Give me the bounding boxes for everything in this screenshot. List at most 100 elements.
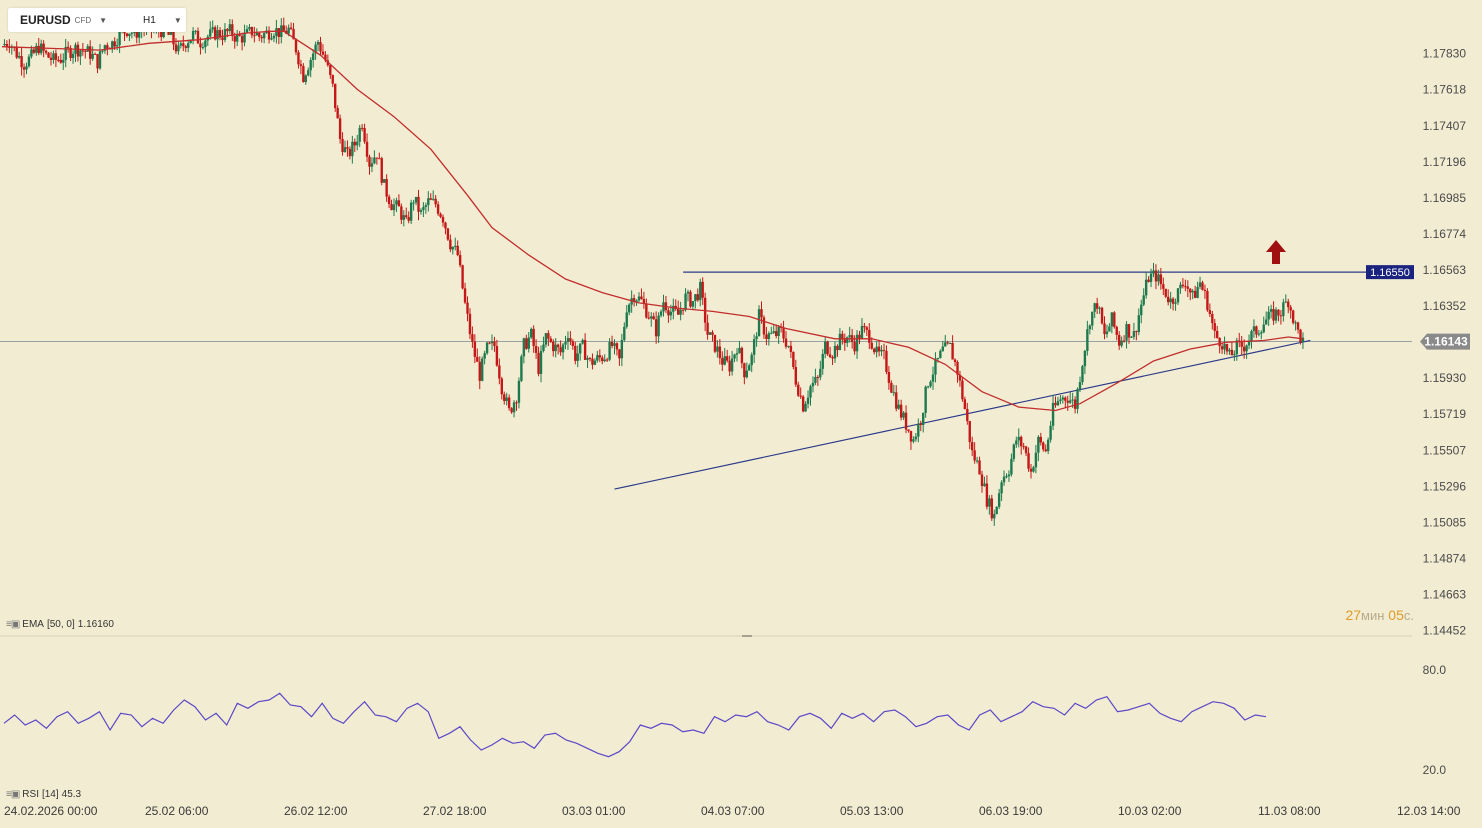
timeframe-selector[interactable]: H1 xyxy=(143,14,156,26)
candle-body xyxy=(1010,458,1013,475)
ema-legend[interactable]: ≡▣ EMA [50, 0] 1.16160 xyxy=(6,619,114,630)
timeframe-dropdown-icon[interactable]: ▼ xyxy=(173,15,182,25)
candle-body xyxy=(1113,312,1116,327)
candle-body xyxy=(160,31,163,38)
candle-body xyxy=(934,358,937,375)
candle-body xyxy=(801,396,805,412)
candle-body xyxy=(591,358,594,365)
candle-body xyxy=(787,345,790,347)
symbol-dropdown-icon[interactable]: ▼ xyxy=(99,15,108,25)
candle-body xyxy=(623,326,626,340)
candle-body xyxy=(358,127,361,142)
candle-body xyxy=(603,359,606,362)
candle-body xyxy=(1081,366,1084,383)
candle-body xyxy=(1091,311,1094,326)
candle-body xyxy=(187,43,190,48)
candle-body xyxy=(1164,288,1167,297)
candle-body xyxy=(1127,324,1131,338)
candle-body xyxy=(1122,340,1126,342)
candle-body xyxy=(1167,296,1170,303)
candle-body xyxy=(353,141,356,146)
candle-body xyxy=(1291,310,1295,323)
candle-body xyxy=(1088,325,1091,330)
candle-body xyxy=(838,333,842,351)
candle-body xyxy=(784,338,788,347)
candle-body xyxy=(1083,350,1087,367)
candle-body xyxy=(534,346,538,353)
candle-body xyxy=(941,346,944,351)
candle-body xyxy=(958,374,962,381)
candle-body xyxy=(236,34,239,42)
indicator-menu-icon[interactable]: ≡▣ xyxy=(6,619,20,630)
candle-body xyxy=(289,27,293,29)
candle-body xyxy=(711,332,714,335)
candle-body xyxy=(76,44,80,57)
candle-body xyxy=(1247,340,1251,346)
candle-body xyxy=(897,404,900,409)
candle-body xyxy=(875,346,878,353)
candle-body xyxy=(223,29,227,40)
countdown-seconds: 05 xyxy=(1388,607,1404,623)
candle-body xyxy=(1029,468,1033,472)
price-tick-label: 1.17196 xyxy=(1423,155,1467,169)
candle-body xyxy=(1181,284,1185,287)
symbol-selector[interactable]: EURUSD xyxy=(20,13,71,27)
candle-body xyxy=(106,45,109,49)
candle-body xyxy=(1269,309,1273,312)
candle-body xyxy=(216,30,219,40)
candle-body xyxy=(530,328,533,338)
instrument-type-label: CFD xyxy=(74,15,92,25)
rsi-legend[interactable]: ≡▣ RSI [14] 45.3 xyxy=(6,789,81,800)
candle-body xyxy=(601,357,604,362)
candle-body xyxy=(819,368,822,378)
candle-body xyxy=(868,329,871,343)
time-axis: 24.02.2026 00:00 25.02 06:00 26.02 12:00 27… xyxy=(4,804,1461,818)
candle-body xyxy=(483,353,486,359)
candle-body xyxy=(721,358,724,365)
candle-body xyxy=(809,386,812,398)
candle-body xyxy=(1071,399,1074,401)
candle-body xyxy=(407,217,410,221)
candle-body xyxy=(62,59,65,63)
candle-body xyxy=(865,327,869,330)
candle-body xyxy=(1267,311,1270,320)
candle-body xyxy=(1159,274,1163,285)
candle-body xyxy=(544,333,548,345)
candle-body xyxy=(1017,436,1020,441)
candle-body xyxy=(334,83,337,109)
candle-body xyxy=(262,33,266,39)
candle-body xyxy=(1051,402,1055,426)
price-tick-label: 1.17830 xyxy=(1423,47,1467,61)
price-tick-label: 1.14874 xyxy=(1423,551,1467,565)
candle-body xyxy=(777,326,780,336)
candle-body xyxy=(1282,302,1285,317)
candle-body xyxy=(69,47,72,58)
candle-body xyxy=(1039,436,1042,443)
time-tick-label: 05.03 13:00 xyxy=(840,804,904,818)
candle-body xyxy=(424,205,428,207)
candle-body xyxy=(995,506,998,514)
candle-body xyxy=(1171,298,1175,304)
indicator-menu-icon[interactable]: ≡▣ xyxy=(6,789,20,800)
candle-body xyxy=(961,380,964,400)
candle-body xyxy=(135,26,138,38)
candle-body xyxy=(488,342,491,344)
candle-body xyxy=(196,30,200,44)
candle-body xyxy=(348,148,352,157)
candle-body xyxy=(309,59,312,71)
candle-body xyxy=(292,28,295,40)
candle-body xyxy=(880,349,883,352)
price-tick-label: 1.17618 xyxy=(1423,83,1467,97)
candle-body xyxy=(708,332,712,335)
candle-body xyxy=(691,301,695,307)
candle-body xyxy=(204,40,207,48)
candle-body xyxy=(598,355,601,358)
candle-body xyxy=(103,45,107,51)
candle-body xyxy=(1201,282,1204,290)
candle-body xyxy=(1228,349,1231,352)
candle-body xyxy=(522,338,526,357)
candle-body xyxy=(66,46,70,48)
candle-body xyxy=(912,439,915,442)
candle-body xyxy=(409,202,413,221)
